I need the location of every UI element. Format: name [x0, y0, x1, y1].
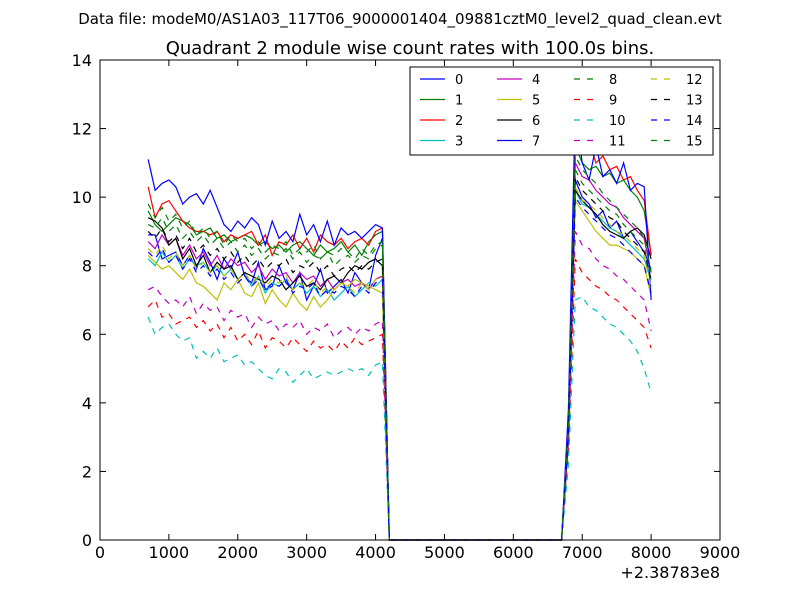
- legend-label-12: 12: [686, 73, 703, 88]
- x-tick-label: 5000: [424, 543, 465, 562]
- figure-suptitle: Data file: modeM0/AS1A03_117T06_90000014…: [78, 10, 722, 29]
- x-tick-label: 0: [95, 543, 105, 562]
- y-tick-label: 6: [82, 325, 92, 344]
- legend-label-11: 11: [609, 135, 626, 150]
- x-tick-label: 9000: [700, 543, 741, 562]
- y-tick-label: 8: [82, 257, 92, 276]
- y-tick-label: 4: [82, 394, 92, 413]
- series-line-12: [147, 186, 652, 541]
- legend-label-0: 0: [455, 73, 463, 88]
- series-line-14: [147, 195, 652, 541]
- legend-label-3: 3: [455, 135, 463, 150]
- x-tick-label: 8000: [631, 543, 672, 562]
- legend-label-10: 10: [609, 114, 626, 129]
- x-tick-label: 7000: [562, 543, 603, 562]
- legend-label-6: 6: [532, 114, 540, 129]
- y-tick-label: 12: [72, 120, 92, 139]
- legend-label-13: 13: [686, 94, 703, 109]
- legend-label-9: 9: [609, 94, 617, 109]
- x-axis-offset-label: +2.38783e8: [620, 563, 720, 582]
- plot-area-frame: [99, 59, 721, 541]
- y-tick-label: 14: [72, 51, 92, 70]
- legend-label-2: 2: [455, 114, 463, 129]
- chart-title: Quadrant 2 module wise count rates with …: [166, 38, 655, 59]
- legend-label-14: 14: [686, 114, 703, 129]
- y-tick-label: 0: [82, 531, 92, 550]
- x-tick-label: 2000: [217, 543, 258, 562]
- legend-box: [409, 66, 714, 156]
- series-line-13: [147, 176, 652, 541]
- x-tick-label: 4000: [355, 543, 396, 562]
- legend-label-4: 4: [532, 73, 540, 88]
- x-tick-label: 3000: [286, 543, 327, 562]
- x-tick-label: 6000: [493, 543, 534, 562]
- legend-label-1: 1: [455, 94, 463, 109]
- axis-ticks: 0 1000 2000 3000 4000 5000 6000 7000 8000 9000 0 2 4…: [72, 51, 741, 562]
- legend-label-8: 8: [609, 73, 617, 88]
- legend-label-15: 15: [686, 135, 703, 150]
- y-tick-label: 2: [82, 462, 92, 481]
- legend-label-5: 5: [532, 94, 540, 109]
- y-tick-label: 10: [72, 188, 92, 207]
- x-tick-label: 1000: [149, 543, 190, 562]
- legend-label-7: 7: [532, 135, 540, 150]
